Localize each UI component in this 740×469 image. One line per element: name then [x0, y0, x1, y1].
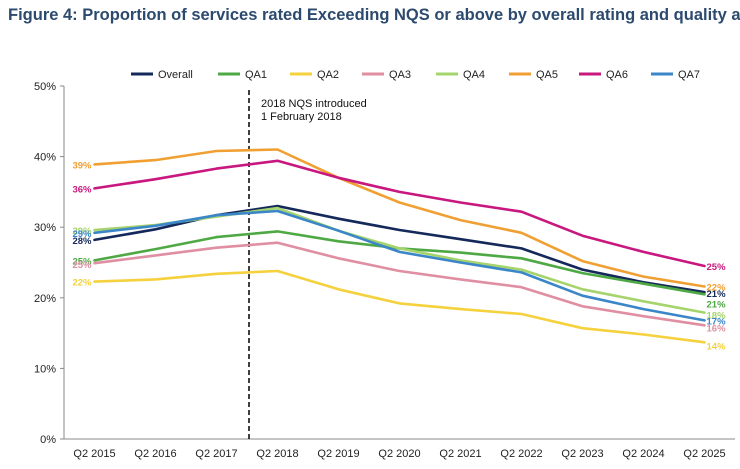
start-label-qa1: 25%	[72, 256, 92, 267]
x-tick-label: Q2 2016	[134, 448, 176, 460]
series-line-qa4	[93, 206, 706, 314]
end-label-qa5: 22%	[707, 283, 727, 294]
annotation-line-1: 2018 NQS introduced	[261, 98, 367, 110]
x-tick-label: Q2 2015	[73, 448, 115, 460]
start-label-qa5: 39%	[72, 160, 92, 171]
x-tick-label: Q2 2024	[622, 448, 664, 460]
end-label-overall: 21%	[707, 289, 727, 300]
x-tick-label: Q2 2021	[439, 448, 481, 460]
x-tick-label: Q2 2017	[195, 448, 237, 460]
start-label-qa7: 29%	[72, 229, 92, 240]
annotation-line-2: 1 February 2018	[261, 111, 342, 123]
y-tick-label: 20%	[34, 293, 56, 305]
start-label-qa6: 36%	[72, 184, 92, 195]
series-line-qa3	[93, 241, 706, 327]
y-tick-label: 10%	[34, 363, 56, 375]
chart-legend: Overall QA1 QA2 QA3 QA4 QA5 QA6 QA7	[131, 69, 700, 81]
y-tick-label: 50%	[34, 81, 56, 93]
end-label-qa3: 16%	[707, 323, 727, 334]
y-tick-label: 40%	[34, 152, 56, 164]
end-label-qa1: 21%	[707, 299, 727, 310]
start-label-qa3: 25%	[72, 260, 92, 271]
end-label-qa2: 14%	[707, 341, 727, 352]
end-label-qa7: 17%	[707, 316, 727, 327]
series-line-qa5	[93, 148, 706, 288]
series-line-qa2	[93, 269, 706, 344]
series-line-qa1	[93, 230, 706, 296]
start-label-qa4: 29%	[72, 226, 92, 237]
series-lines	[93, 148, 706, 344]
y-tick-label: 30%	[34, 222, 56, 234]
start-label-qa2: 22%	[72, 278, 92, 289]
series-line-qa6	[93, 159, 706, 268]
x-tick-label: Q2 2020	[378, 448, 420, 460]
end-label-qa4: 18%	[707, 311, 727, 322]
series-line-qa7	[93, 209, 706, 322]
series-value-labels: 28%21%25%21%22%14%25%16%29%18%39%22%36%2…	[72, 160, 726, 352]
end-label-qa6: 25%	[707, 262, 727, 273]
chart-title: Figure 4: Proportion of services rated E…	[8, 6, 740, 24]
x-tick-label: Q2 2019	[317, 448, 359, 460]
x-tick-label: Q2 2023	[561, 448, 603, 460]
x-tick-label: Q2 2022	[500, 448, 542, 460]
y-tick-label: 0%	[40, 434, 56, 446]
start-label-overall: 28%	[72, 236, 92, 247]
legend-label-qa7: QA7	[678, 69, 700, 81]
legend-label-qa4: QA4	[463, 69, 485, 81]
legend-label-qa1: QA1	[245, 69, 267, 81]
legend-label-qa5: QA5	[536, 69, 558, 81]
legend-label-overall: Overall	[158, 69, 193, 81]
x-tick-label: Q2 2025	[683, 448, 725, 460]
chart-axes: 0% 10% 20% 30% 40% 50% Q2 2015 Q2 2016 Q2 2017 Q2…	[34, 81, 735, 460]
x-tick-label: Q2 2018	[256, 448, 298, 460]
legend-label-qa3: QA3	[389, 69, 411, 81]
legend-label-qa6: QA6	[606, 69, 628, 81]
legend-label-qa2: QA2	[317, 69, 339, 81]
